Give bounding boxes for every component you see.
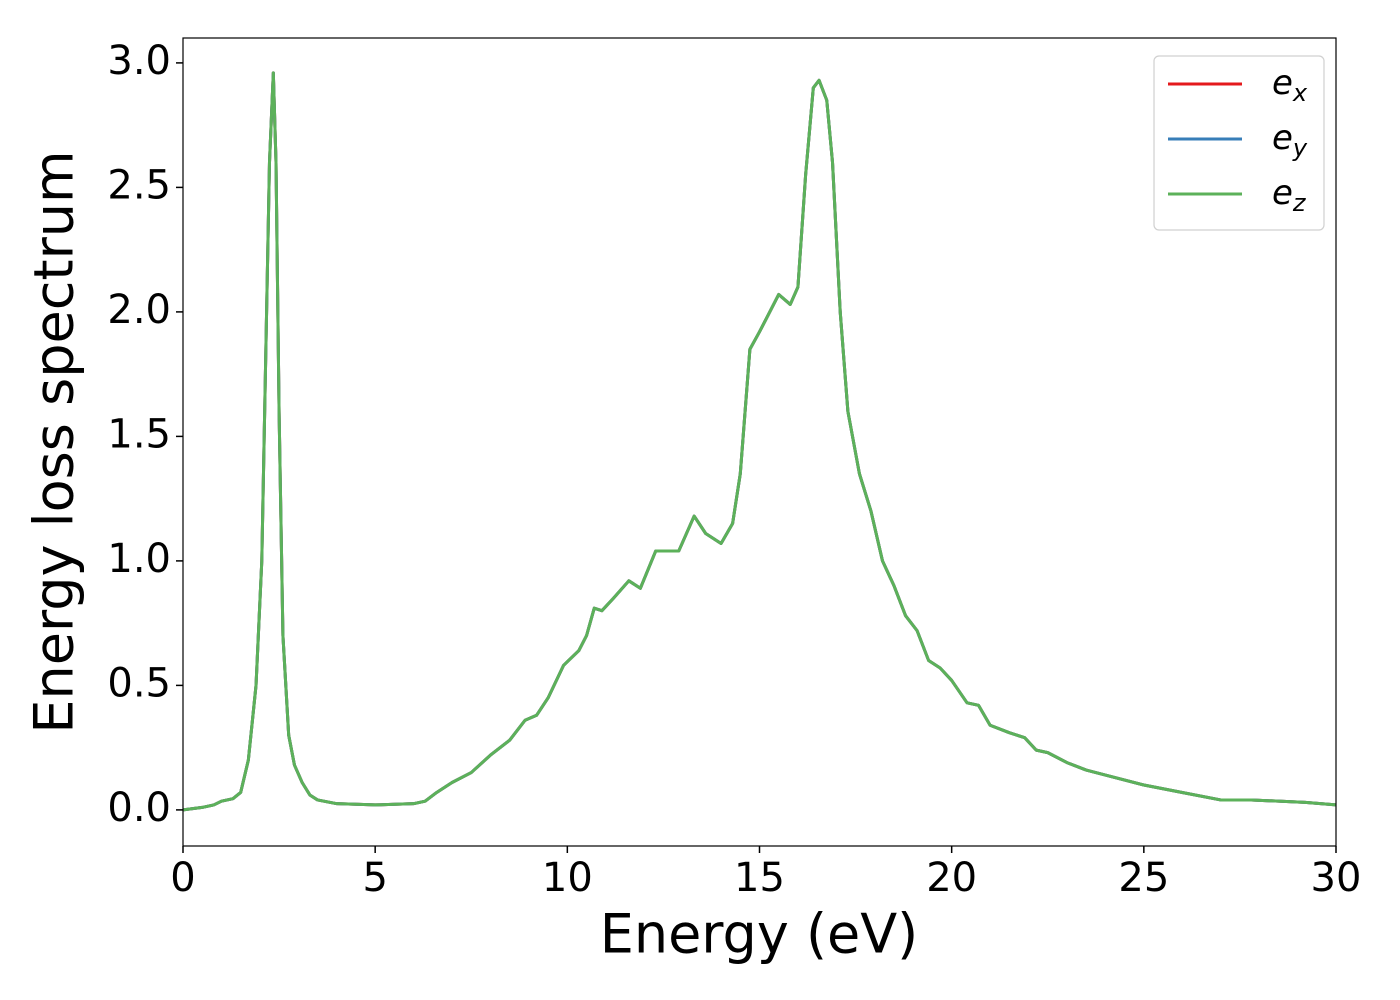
y-tick-label: 1.0 — [107, 536, 171, 582]
y-tick-label: 2.0 — [107, 287, 171, 333]
y-tick-label: 1.5 — [107, 411, 171, 457]
legend-box — [1153, 55, 1325, 231]
x-tick-label: 20 — [926, 855, 977, 901]
legend-label: ey — [1272, 118, 1308, 163]
y-tick-label: 0.0 — [107, 785, 171, 831]
plot-frame — [182, 37, 1337, 847]
x-tick-label: 0 — [170, 855, 195, 901]
x-tick-label: 30 — [1311, 855, 1362, 901]
x-tick-label: 10 — [542, 855, 593, 901]
y-tick-label: 2.5 — [107, 162, 171, 208]
series-line — [183, 71, 1336, 812]
y-axis-label: Energy loss spectrum — [23, 150, 86, 733]
legend-label: ex — [1272, 63, 1308, 108]
y-tick-label: 3.0 — [107, 38, 171, 84]
legend-label: ez — [1272, 173, 1307, 218]
x-tick-label: 25 — [1118, 855, 1169, 901]
x-axis-label: Energy (eV) — [600, 903, 919, 966]
x-tick-label: 5 — [362, 855, 387, 901]
x-tick-label: 15 — [734, 855, 785, 901]
y-tick-label: 0.5 — [107, 660, 171, 706]
